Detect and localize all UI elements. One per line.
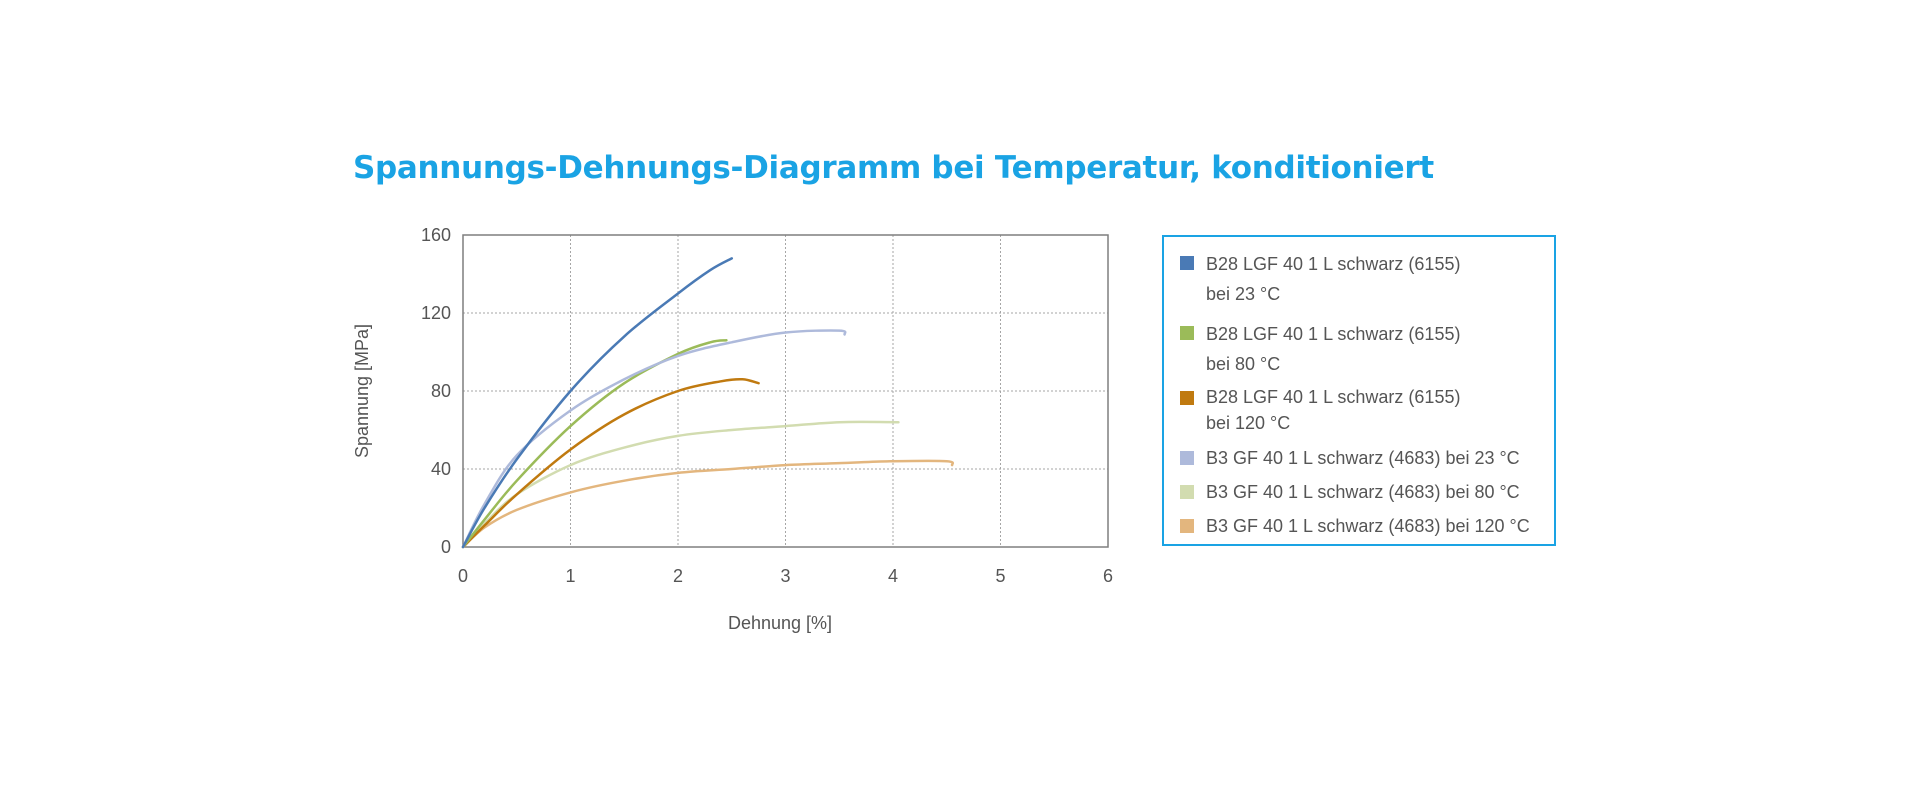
legend-label: B28 LGF 40 1 L schwarz (6155) bei 23 °C <box>1206 249 1460 309</box>
x-tick-label: 5 <box>995 566 1005 586</box>
legend-label-line: bei 23 °C <box>1206 284 1281 304</box>
legend-label-line: B3 GF 40 1 L schwarz (4683) bei 23 °C <box>1206 448 1520 468</box>
legend-label: B3 GF 40 1 L schwarz (4683) bei 80 °C <box>1206 478 1520 506</box>
series-line-2 <box>461 339 728 549</box>
y-tick-label: 80 <box>431 381 451 401</box>
legend-item-3: B28 LGF 40 1 L schwarz (6155) bei 120 °C <box>1164 384 1460 436</box>
legend-swatch <box>1180 256 1194 270</box>
legend-item-4: B3 GF 40 1 L schwarz (4683) bei 23 °C <box>1164 444 1520 472</box>
legend-swatch <box>1180 451 1194 465</box>
tick-labels: 0 1 2 3 4 5 6 0 40 80 120 160 <box>421 225 1113 586</box>
legend-label-line: B28 LGF 40 1 L schwarz (6155) <box>1206 387 1461 407</box>
y-tick-label: 160 <box>421 225 451 245</box>
legend: B28 LGF 40 1 L schwarz (6155) bei 23 °C B2… <box>1162 235 1556 546</box>
y-tick-label: 0 <box>441 537 451 557</box>
legend-swatch <box>1180 391 1194 405</box>
legend-label-line: B3 GF 40 1 L schwarz (4683) bei 80 °C <box>1206 482 1520 502</box>
legend-item-6: B3 GF 40 1 L schwarz (4683) bei 120 °C <box>1164 512 1530 540</box>
legend-label-line: B3 GF 40 1 L schwarz (4683) bei 120 °C <box>1206 516 1530 536</box>
legend-label: B3 GF 40 1 L schwarz (4683) bei 23 °C <box>1206 444 1520 472</box>
x-tick-label: 2 <box>673 566 683 586</box>
legend-swatch <box>1180 519 1194 533</box>
legend-label-line: bei 120 °C <box>1206 413 1291 433</box>
series-line-4 <box>461 329 847 549</box>
series-line-3 <box>461 377 760 549</box>
legend-label-line: B28 LGF 40 1 L schwarz (6155) <box>1206 254 1461 274</box>
legend-swatch <box>1180 326 1194 340</box>
x-tick-label: 6 <box>1103 566 1113 586</box>
x-tick-label: 0 <box>458 566 468 586</box>
x-axis-title: Dehnung [%] <box>728 613 832 633</box>
x-tick-label: 4 <box>888 566 898 586</box>
x-tick-label: 1 <box>565 566 575 586</box>
legend-label-line: B28 LGF 40 1 L schwarz (6155) <box>1206 324 1461 344</box>
grid-layer <box>463 235 1108 547</box>
y-axis-title: Spannung [MPa] <box>352 324 372 458</box>
legend-label: B28 LGF 40 1 L schwarz (6155) bei 120 °C <box>1206 384 1460 436</box>
legend-label: B28 LGF 40 1 L schwarz (6155) bei 80 °C <box>1206 319 1460 379</box>
y-tick-label: 120 <box>421 303 451 323</box>
series-line-1 <box>461 257 734 549</box>
series-layer <box>461 257 955 549</box>
legend-label-line: bei 80 °C <box>1206 354 1281 374</box>
legend-swatch <box>1180 485 1194 499</box>
x-tick-label: 3 <box>780 566 790 586</box>
plot-frame <box>462 234 1109 548</box>
legend-item-2: B28 LGF 40 1 L schwarz (6155) bei 80 °C <box>1164 319 1460 379</box>
series-line-6 <box>461 459 955 549</box>
y-tick-label: 40 <box>431 459 451 479</box>
legend-item-5: B3 GF 40 1 L schwarz (4683) bei 80 °C <box>1164 478 1520 506</box>
series-line-5 <box>461 420 900 549</box>
chart-title: Spannungs-Dehnungs-Diagramm bei Temperat… <box>353 150 1434 186</box>
legend-label: B3 GF 40 1 L schwarz (4683) bei 120 °C <box>1206 512 1530 540</box>
legend-item-1: B28 LGF 40 1 L schwarz (6155) bei 23 °C <box>1164 249 1460 309</box>
